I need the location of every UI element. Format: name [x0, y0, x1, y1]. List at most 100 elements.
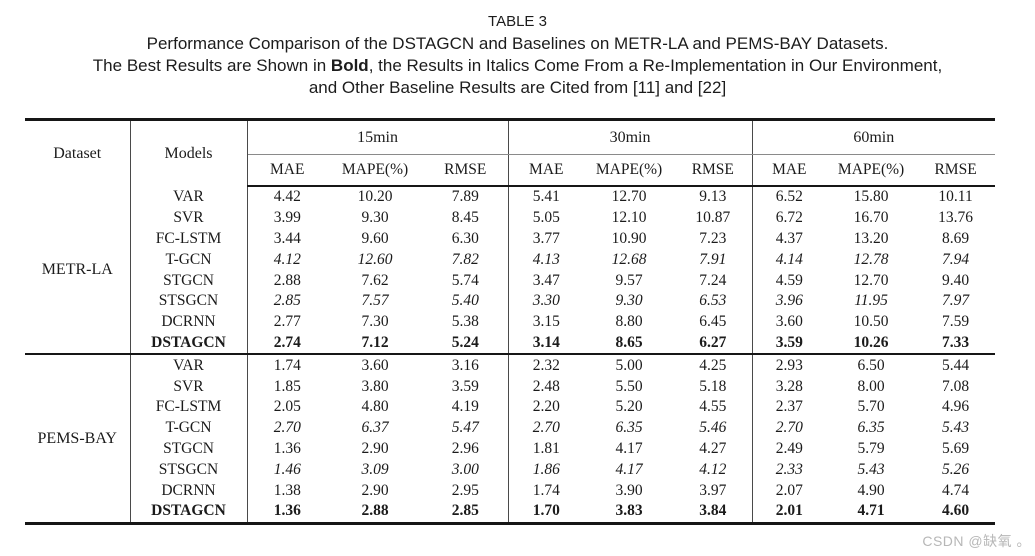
metric-value: 7.23: [674, 228, 753, 250]
metric-value: 7.57: [361, 292, 389, 310]
metric-value: 7.12: [361, 333, 389, 351]
metric-value: 3.28: [775, 377, 803, 395]
header-metrics-row: MAE MAPE(%) RMSE MAE MAPE(%) RMSE MAE MA…: [25, 154, 996, 187]
metric-value: 3.14: [532, 333, 560, 351]
metric-value: 1.86: [532, 460, 560, 478]
metric-value: 2.90: [361, 439, 389, 457]
metric-value: 3.99: [273, 209, 301, 227]
metric-value: 7.59: [942, 313, 970, 331]
metric-value: 3.09: [361, 460, 389, 478]
metric-value: 1.36: [273, 439, 301, 457]
caption-line-2-pre: The Best Results are Shown in: [92, 56, 331, 75]
table-row: SVR 3.99 9.30 8.45 5.05 12.10 10.87 6.72 16.70 13…: [25, 207, 995, 229]
metric-value: 12.78: [853, 250, 889, 268]
metric-value: 3.44: [273, 229, 301, 247]
metric-value: 4.19: [423, 396, 509, 418]
metric-value: 2.77: [273, 313, 301, 331]
metric-value: 4.96: [942, 398, 970, 416]
metric-value: 1.85: [273, 377, 301, 395]
metric-value: 6.27: [674, 332, 753, 355]
header-metric-mae: MAE: [247, 154, 327, 187]
metric-value: 12.70: [611, 188, 647, 206]
metric-value: 3.30: [532, 292, 560, 310]
metric-value: 2.93: [752, 353, 827, 377]
metric-value: 2.32: [508, 353, 585, 377]
metric-value: 6.35: [857, 419, 885, 437]
metric-value: 12.68: [611, 250, 647, 268]
metric-value: 5.05: [532, 209, 560, 227]
metric-value: 3.15: [532, 313, 560, 331]
dataset-label: METR-LA: [25, 186, 131, 355]
metric-value: 4.42: [273, 188, 301, 206]
metric-value: 7.82: [423, 249, 509, 271]
metric-value: 6.30: [423, 228, 509, 250]
metric-value: 9.30: [615, 292, 643, 310]
metric-value: 6.45: [674, 311, 753, 333]
metric-value: 2.37: [775, 398, 803, 416]
metric-value: 8.45: [423, 207, 509, 229]
table-row: T-GCN 2.70 6.37 5.47 2.70 6.35 5.46 2.70 6.35 5.4…: [25, 417, 995, 439]
header-dataset: Dataset: [25, 119, 131, 186]
model-name: SVR: [130, 207, 248, 229]
model-name: DCRNN: [130, 480, 248, 501]
metric-value: 7.24: [674, 270, 753, 291]
table-row: DSTAGCN 2.74 7.12 5.24 3.14 8.65 6.27 3.59 10.26…: [25, 332, 995, 355]
metric-value: 8.69: [942, 229, 970, 247]
table-row: DCRNN 2.77 7.30 5.38 3.15 8.80 6.45 3.60 10.50 7.…: [25, 311, 995, 333]
metric-value: 3.00: [423, 459, 509, 481]
metric-value: 2.88: [273, 271, 301, 289]
metric-value: 5.74: [423, 270, 509, 291]
metric-value: 4.14: [775, 250, 803, 268]
metric-value: 3.47: [532, 271, 560, 289]
metric-value: 5.50: [615, 377, 643, 395]
metric-value: 10.87: [674, 207, 753, 229]
metric-value: 4.71: [857, 502, 885, 520]
metric-value: 7.91: [674, 249, 753, 271]
metric-value: 4.27: [674, 438, 753, 460]
table-row: STGCN 1.36 2.90 2.96 1.81 4.17 4.27 2.49 5.79 5.6…: [25, 438, 995, 460]
model-name: STSGCN: [130, 459, 248, 481]
header-metric-rmse: RMSE: [423, 154, 509, 187]
metric-value: 3.97: [674, 480, 753, 501]
header-metric-mae: MAE: [508, 154, 585, 187]
metric-value: 3.80: [361, 377, 389, 395]
metric-value: 1.74: [247, 353, 327, 377]
metric-value: 9.30: [361, 209, 389, 227]
model-name: VAR: [130, 186, 248, 208]
metric-value: 2.01: [775, 502, 803, 520]
metric-value: 3.60: [327, 353, 423, 377]
metric-value: 3.59: [423, 376, 509, 397]
metric-value: 3.96: [775, 292, 803, 310]
header-metric-mape: MAPE(%): [327, 154, 423, 187]
metric-value: 5.18: [674, 376, 753, 397]
metric-value: 2.20: [532, 398, 560, 416]
header-group-15min: 15min: [247, 119, 509, 155]
metric-value: 10.26: [853, 333, 889, 351]
model-name: DCRNN: [130, 311, 248, 333]
metric-value: 7.33: [942, 333, 970, 351]
metric-value: 1.74: [532, 481, 560, 499]
metric-value: 3.83: [615, 502, 643, 520]
metric-value: 2.88: [361, 502, 389, 520]
metric-value: 5.00: [584, 353, 675, 377]
metric-value: 16.70: [853, 209, 889, 227]
metric-value: 6.35: [615, 419, 643, 437]
metric-value: 2.07: [775, 481, 803, 499]
header-metric-rmse: RMSE: [674, 154, 753, 187]
metric-value: 4.12: [674, 459, 753, 481]
metric-value: 5.44: [916, 353, 996, 377]
metric-value: 4.17: [615, 460, 643, 478]
metric-value: 4.80: [361, 398, 389, 416]
metric-value: 8.00: [857, 377, 885, 395]
metric-value: 1.38: [273, 481, 301, 499]
metric-value: 2.48: [532, 377, 560, 395]
table-row: STSGCN 2.85 7.57 5.40 3.30 9.30 6.53 3.96 11.95 7…: [25, 290, 995, 312]
metric-value: 2.85: [423, 500, 509, 524]
metric-value: 6.72: [775, 209, 803, 227]
metric-value: 4.55: [674, 396, 753, 418]
metric-value: 10.20: [357, 188, 393, 206]
metric-value: 2.70: [532, 419, 560, 437]
dataset-label: PEMS-BAY: [25, 353, 131, 524]
metric-value: 3.60: [775, 313, 803, 331]
